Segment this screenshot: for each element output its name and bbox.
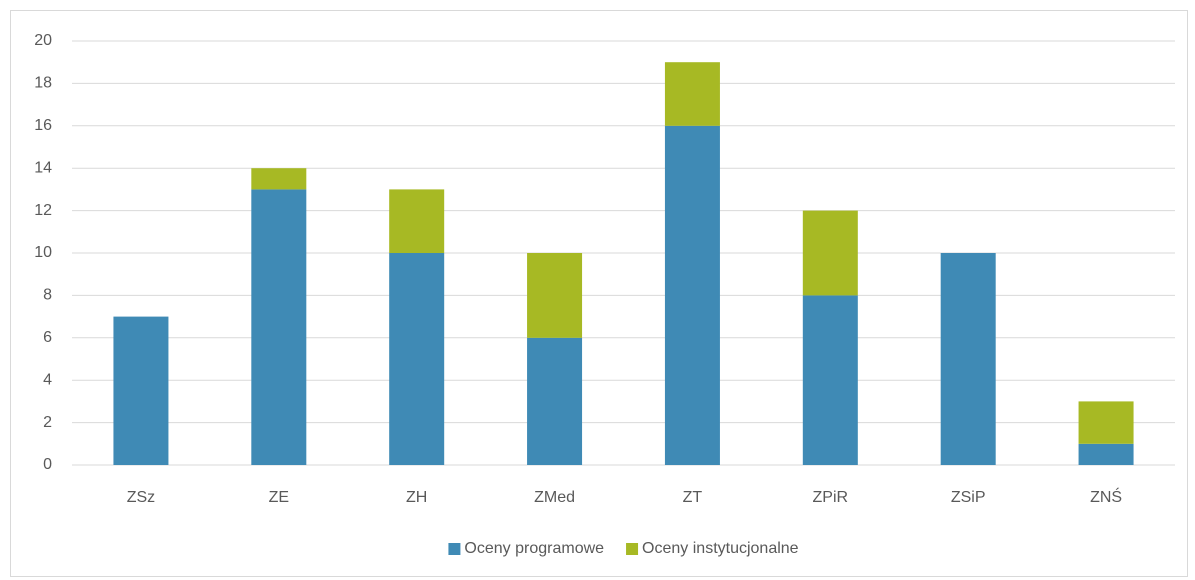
x-tick-label: ZT [683, 489, 703, 506]
bar [389, 189, 445, 253]
chart-border [10, 10, 1188, 577]
bar [802, 295, 858, 465]
y-tick-label: 16 [34, 117, 52, 134]
y-tick-label: 0 [43, 456, 52, 473]
bar [527, 253, 583, 338]
bar [802, 210, 858, 296]
y-tick-label: 12 [34, 202, 52, 219]
x-tick-label: ZE [269, 489, 289, 506]
y-tick-label: 14 [34, 159, 52, 176]
y-tick-label: 6 [43, 329, 52, 346]
bar [251, 168, 307, 190]
x-tick-label: ZPiR [813, 489, 849, 506]
legend-swatch [626, 543, 639, 555]
y-tick-label: 10 [34, 244, 52, 261]
bar [940, 253, 996, 465]
bar [113, 316, 169, 465]
bar [664, 125, 720, 466]
y-tick-label: 20 [34, 32, 52, 49]
bar [1078, 443, 1134, 465]
y-tick-label: 18 [34, 75, 52, 92]
bar [527, 337, 583, 465]
bar [251, 189, 307, 465]
x-tick-label: ZNŚ [1090, 487, 1122, 506]
y-tick-label: 4 [43, 371, 52, 388]
bar [1078, 401, 1134, 444]
x-tick-label: ZSiP [951, 489, 986, 506]
bar [389, 253, 445, 465]
x-tick-label: ZSz [127, 489, 155, 506]
x-tick-label: ZH [406, 489, 427, 506]
legend-swatch [448, 543, 461, 555]
y-tick-label: 8 [43, 287, 52, 304]
legend-label: Oceny instytucjonalne [642, 540, 799, 557]
y-tick-label: 2 [43, 414, 52, 431]
legend-label: Oceny programowe [464, 540, 604, 557]
x-tick-label: ZMed [534, 489, 575, 506]
bar [664, 62, 720, 126]
